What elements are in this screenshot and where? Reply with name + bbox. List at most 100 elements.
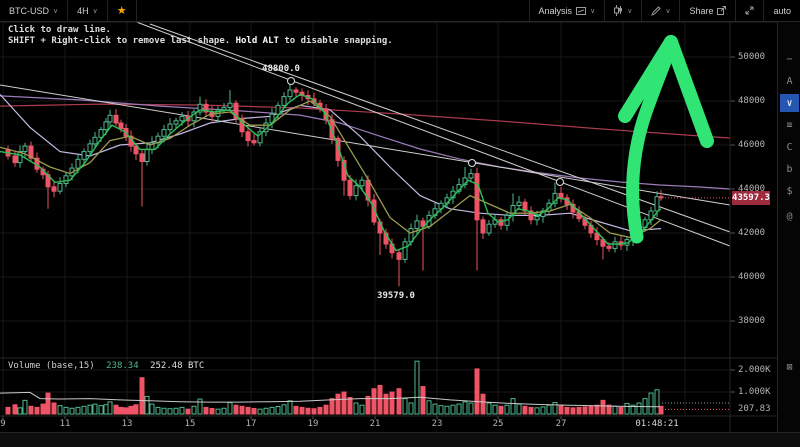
candle-body — [107, 114, 113, 123]
volume-bar — [389, 391, 395, 415]
side-strip-item-7[interactable]: @ — [786, 210, 793, 222]
star-icon: ★ — [116, 5, 127, 17]
candle-body — [658, 196, 664, 199]
volume-bar — [365, 395, 371, 415]
candle-body — [227, 102, 233, 109]
candle-body — [480, 219, 486, 234]
volume-bar — [281, 404, 287, 415]
candle-body — [239, 118, 245, 133]
volume-bar — [251, 408, 257, 415]
symbol-button[interactable]: BTC-USD ∨ — [0, 0, 69, 22]
candle-body — [251, 140, 257, 144]
volume-bar — [287, 400, 293, 415]
volume-bar — [528, 406, 534, 415]
fullscreen-button[interactable] — [735, 0, 763, 22]
volume-bar — [75, 406, 81, 415]
side-strip-item-3[interactable]: ≡ — [786, 119, 793, 131]
volume-bar — [317, 406, 323, 415]
volume-bar — [275, 406, 281, 415]
volume-bar — [28, 405, 34, 415]
analysis-button[interactable]: Analysis ∨ — [528, 0, 605, 22]
volume-bar — [630, 404, 636, 415]
side-strip-item-2[interactable]: ∨ — [780, 94, 799, 112]
chevron-down-icon: ∨ — [590, 7, 596, 15]
volume-bar — [227, 402, 233, 415]
volume-bar — [582, 406, 588, 415]
lavender-ma-line — [0, 93, 662, 232]
volume-bar — [12, 404, 18, 415]
volume-bar — [600, 399, 606, 415]
chevron-down-icon: ∨ — [53, 7, 59, 15]
candle-body — [396, 252, 402, 260]
candle-body — [103, 121, 109, 131]
volume-bar — [63, 406, 69, 415]
volume-current-value: 252.48 BTC — [150, 361, 205, 371]
volume-bar — [396, 388, 402, 415]
side-strip-item-0[interactable]: − — [786, 53, 793, 65]
favorite-button[interactable]: ★ — [108, 0, 137, 22]
volume-bar — [118, 406, 124, 415]
volume-bar — [510, 398, 516, 415]
price-axis-label: 48000 — [738, 96, 766, 106]
volume-bar — [133, 404, 139, 415]
volume-bar — [468, 402, 474, 415]
volume-bar — [438, 405, 444, 415]
candle-body — [87, 143, 93, 153]
volume-bar — [185, 408, 191, 415]
volume-bar — [612, 405, 618, 415]
candle-body — [179, 115, 185, 122]
volume-ma-value: 238.34 — [106, 361, 139, 371]
auto-scale-button[interactable]: auto — [763, 0, 800, 22]
volume-bar — [167, 408, 173, 415]
volume-bar — [444, 405, 450, 415]
volume-bar — [149, 403, 155, 415]
side-strip-item-5[interactable]: b — [786, 163, 793, 175]
volume-pane-close-icon[interactable]: ⊠ — [786, 361, 793, 373]
volume-header: Volume (base,15) 238.34 252.48 BTC — [8, 361, 204, 371]
candle-body — [81, 151, 87, 160]
volume-bar — [87, 404, 93, 415]
volume-bar — [329, 398, 335, 415]
time-axis-label: 17 — [245, 419, 257, 429]
side-strip-item-6[interactable]: $ — [786, 185, 793, 197]
volume-bar — [432, 403, 438, 415]
volume-bar — [558, 405, 564, 415]
side-strip-item-1[interactable]: A — [786, 75, 793, 87]
volume-bar — [113, 404, 119, 415]
volume-bar — [462, 401, 468, 415]
pencil-icon — [651, 5, 662, 16]
time-axis-label: 21 — [369, 419, 381, 429]
candle-body — [221, 107, 227, 111]
volume-bar — [221, 407, 227, 415]
candle-body — [144, 148, 150, 162]
candle-body — [600, 239, 606, 247]
volume-bar — [40, 403, 46, 415]
candle-body — [516, 201, 522, 206]
volume-bar — [107, 401, 113, 415]
analysis-label: Analysis — [538, 5, 573, 16]
volume-bar — [245, 406, 251, 415]
last-price-tag: 43597.3 — [732, 191, 770, 205]
candle-body — [612, 241, 618, 249]
volume-bar — [654, 389, 660, 415]
volume-bar — [576, 406, 582, 415]
share-button[interactable]: Share — [679, 0, 735, 22]
swing-low-label: 39579.0 — [377, 291, 415, 301]
candle-body — [353, 185, 359, 197]
candle-body — [167, 123, 173, 131]
chart-style-button[interactable]: ∨ — [604, 0, 641, 22]
candle-body — [371, 199, 377, 223]
candle-body — [606, 245, 612, 249]
volume-bar — [341, 391, 347, 415]
timeframe-button[interactable]: 4H ∨ — [68, 0, 108, 22]
draw-tool-button[interactable]: ∨ — [641, 0, 679, 22]
candle-body — [293, 89, 299, 93]
volume-bar — [636, 402, 642, 415]
volume-bar — [383, 393, 389, 415]
volume-bar — [173, 407, 179, 415]
drawn-arrow-head — [664, 35, 714, 148]
side-strip-item-4[interactable]: C — [786, 141, 793, 153]
candle-body — [118, 122, 124, 129]
